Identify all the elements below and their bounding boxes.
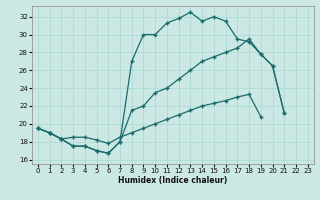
X-axis label: Humidex (Indice chaleur): Humidex (Indice chaleur) <box>118 176 228 185</box>
